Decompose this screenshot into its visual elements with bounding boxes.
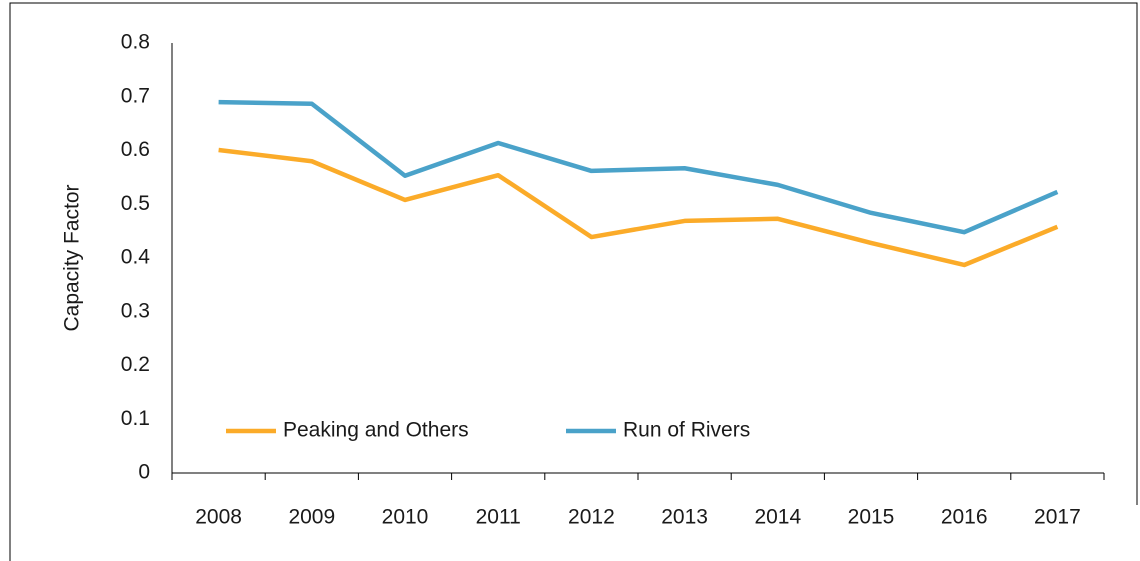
- x-tick-label: 2011: [476, 506, 521, 529]
- series-line: [218, 147, 1059, 268]
- legend-label: Run of Rivers: [623, 419, 750, 442]
- y-tick-label: 0.2: [121, 353, 150, 376]
- y-tick-label: 0.8: [121, 31, 150, 54]
- y-tick-label: 0.1: [121, 407, 150, 430]
- y-tick-label: 0.3: [121, 299, 150, 322]
- series-line: [218, 99, 1059, 235]
- y-tick-label: 0.5: [121, 192, 150, 215]
- frame: [9, 2, 1138, 561]
- y-axis-label: Capacity Factor: [61, 184, 84, 331]
- x-tick-label: 2012: [568, 506, 615, 529]
- y-tick-label: 0.6: [121, 138, 150, 161]
- legend-label: Peaking and Others: [283, 419, 469, 442]
- y-tick-label: 0: [138, 461, 150, 484]
- y-tick-label: 0.7: [121, 84, 150, 107]
- x-tick-label: 2014: [754, 506, 801, 529]
- y-tick-label: 0.4: [121, 246, 151, 269]
- x-tick-label: 2008: [195, 506, 242, 529]
- x-tick-label: 2016: [941, 506, 988, 529]
- x-tick-label: 2009: [288, 506, 335, 529]
- x-tick-label: 2017: [1034, 506, 1081, 529]
- x-tick-label: 2015: [848, 506, 895, 529]
- x-tick-label: 2010: [382, 506, 429, 529]
- x-tick-label: 2013: [661, 506, 708, 529]
